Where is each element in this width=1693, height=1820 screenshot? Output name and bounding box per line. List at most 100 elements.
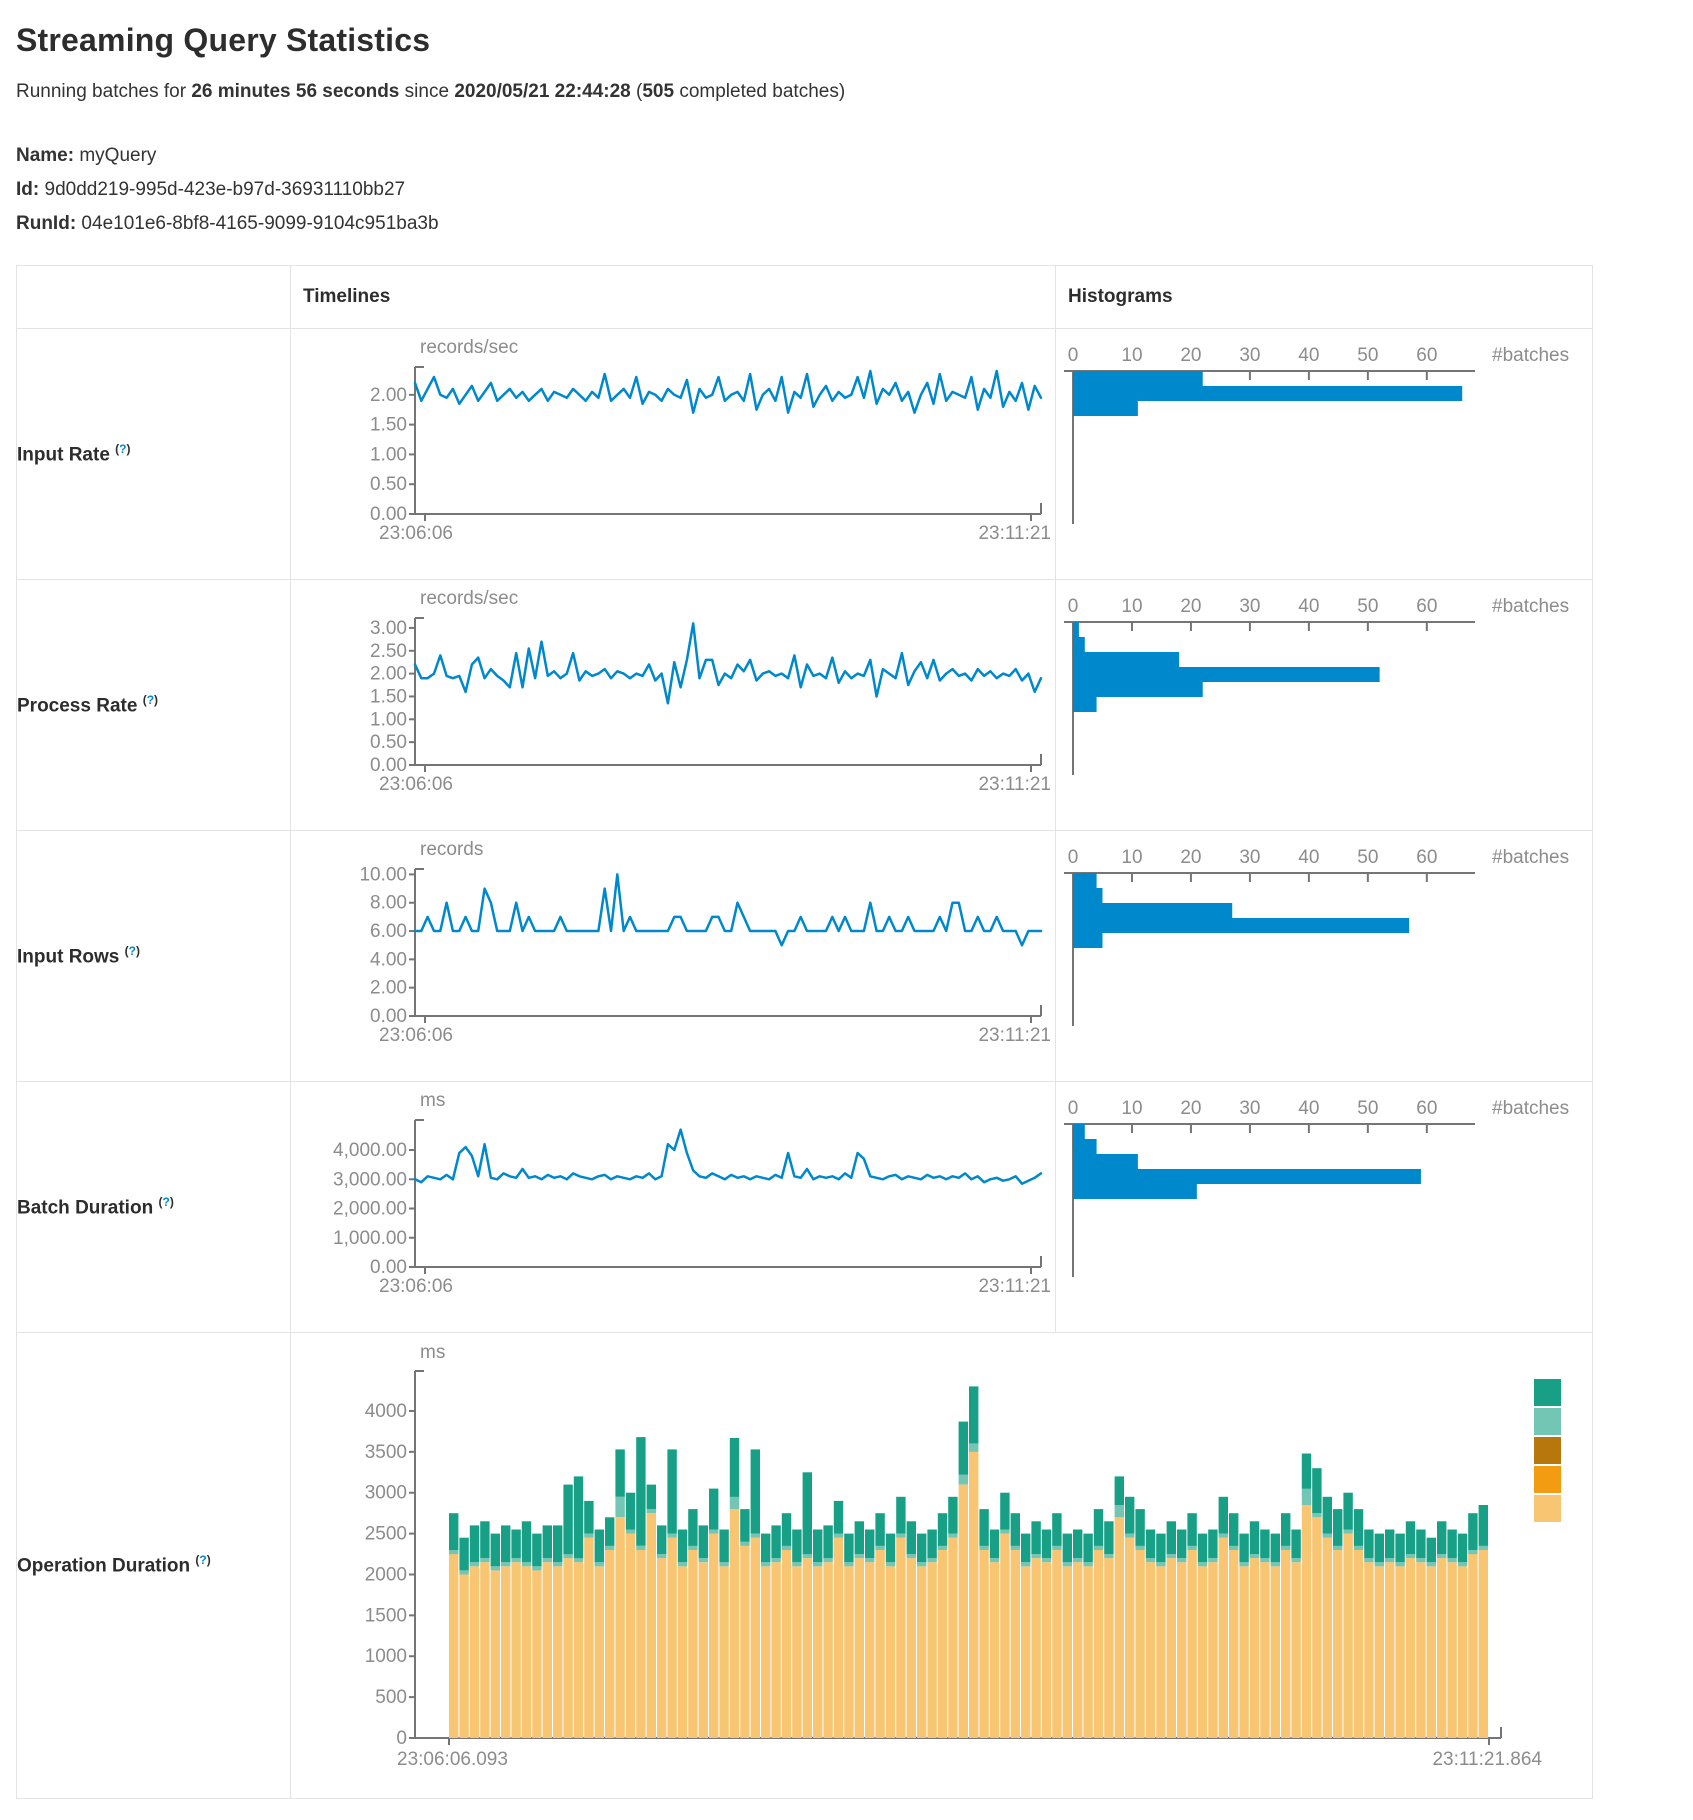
svg-text:0: 0 bbox=[1068, 345, 1079, 366]
svg-text:60: 60 bbox=[1416, 1098, 1437, 1119]
svg-text:#batches: #batches bbox=[1492, 1098, 1569, 1119]
svg-text:3,000.00: 3,000.00 bbox=[333, 1169, 407, 1190]
start-time: 2020/05/21 22:44:28 bbox=[454, 81, 631, 102]
table-row: Input Rate (?) records/sec 2.00 1.50 1.00 0.… bbox=[16, 328, 1593, 580]
svg-text:1.00: 1.00 bbox=[370, 444, 407, 465]
question-mark-icon[interactable]: ? bbox=[119, 441, 127, 456]
svg-text:50: 50 bbox=[1357, 345, 1378, 366]
question-mark-icon[interactable]: ? bbox=[162, 1194, 170, 1209]
svg-text:2.50: 2.50 bbox=[370, 641, 407, 662]
svg-text:23:06:06: 23:06:06 bbox=[379, 774, 453, 795]
svg-text:23:06:06.093: 23:06:06.093 bbox=[397, 1749, 508, 1770]
svg-text:1000: 1000 bbox=[365, 1646, 407, 1667]
query-name-value: myQuery bbox=[74, 145, 157, 166]
query-info: Name: myQuery Id: 9d0dd219-995d-423e-b97… bbox=[16, 141, 1693, 239]
svg-text:6.00: 6.00 bbox=[370, 921, 407, 942]
page-title: Streaming Query Statistics bbox=[16, 22, 431, 58]
process-rate-help-hint[interactable]: (?) bbox=[142, 692, 159, 707]
svg-text:3500: 3500 bbox=[365, 1442, 407, 1463]
table-row: Batch Duration (?) ms 4,000.00 3,000.00 2,0… bbox=[16, 1081, 1593, 1333]
svg-text:ms: ms bbox=[420, 1090, 445, 1111]
running-prefix: Running batches for bbox=[16, 81, 192, 102]
svg-text:2.00: 2.00 bbox=[370, 978, 407, 999]
svg-text:4.00: 4.00 bbox=[370, 949, 407, 970]
question-mark-icon[interactable]: ? bbox=[199, 1553, 207, 1568]
svg-text:40: 40 bbox=[1298, 847, 1319, 868]
running-summary: Running batches for 26 minutes 56 second… bbox=[16, 81, 1693, 103]
svg-text:2.00: 2.00 bbox=[370, 385, 407, 406]
svg-text:20: 20 bbox=[1180, 847, 1201, 868]
svg-text:4,000.00: 4,000.00 bbox=[333, 1140, 407, 1161]
question-mark-icon[interactable]: ? bbox=[128, 943, 137, 958]
process-rate-histogram-chart: 0 10 20 30 40 50 60 #batches bbox=[1064, 596, 1569, 775]
svg-text:3000: 3000 bbox=[365, 1483, 407, 1504]
svg-text:0.00: 0.00 bbox=[370, 1257, 407, 1278]
svg-text:1,000.00: 1,000.00 bbox=[333, 1228, 407, 1249]
batch-duration-histogram-chart: 0 10 20 30 40 50 60 #batches bbox=[1064, 1098, 1569, 1277]
statistics-table: Timelines Histograms Input Rate (?) reco… bbox=[16, 265, 1593, 1799]
svg-text:40: 40 bbox=[1298, 345, 1319, 366]
svg-text:10.00: 10.00 bbox=[359, 864, 407, 885]
svg-text:0.50: 0.50 bbox=[370, 732, 407, 753]
input-rate-help-hint[interactable]: (?) bbox=[115, 441, 131, 456]
svg-text:2500: 2500 bbox=[365, 1524, 407, 1545]
paren-open: ( bbox=[630, 81, 643, 102]
input-rows-timeline-chart: records 10.00 8.00 6.00 4.00 2.00 0.0023:06:06… bbox=[359, 839, 1051, 1046]
table-row: Input Rows (?) records 10.00 8.00 6.00 4.00 2… bbox=[16, 830, 1593, 1082]
svg-text:10: 10 bbox=[1121, 345, 1142, 366]
table-row: Operation Duration (?) ms 4000 3500 3000 250… bbox=[16, 1332, 1593, 1799]
svg-text:50: 50 bbox=[1357, 596, 1378, 617]
svg-text:records/sec: records/sec bbox=[420, 588, 518, 609]
header-histograms: Histograms bbox=[1055, 265, 1593, 329]
svg-text:records: records bbox=[420, 839, 483, 860]
running-duration: 26 minutes 56 seconds bbox=[191, 81, 400, 102]
svg-text:ms: ms bbox=[420, 1342, 445, 1363]
svg-text:0.00: 0.00 bbox=[370, 1006, 407, 1027]
query-id-label: Id: bbox=[16, 179, 40, 200]
svg-text:10: 10 bbox=[1121, 1098, 1142, 1119]
header-empty-cell bbox=[16, 265, 291, 329]
svg-text:#batches: #batches bbox=[1492, 847, 1569, 868]
svg-text:4000: 4000 bbox=[365, 1401, 407, 1422]
batch-duration-timeline-chart: ms4,000.003,000.002,000.001,000.000.0023… bbox=[333, 1090, 1051, 1297]
query-runid-line: RunId: 04e101e6-8bf8-4165-9099-9104c951b… bbox=[16, 209, 1693, 239]
svg-text:60: 60 bbox=[1416, 596, 1437, 617]
svg-text:0: 0 bbox=[1068, 847, 1079, 868]
input-rate-histogram-chart: 0 10 20 30 40 50 60 #batches bbox=[1064, 345, 1569, 524]
svg-text:30: 30 bbox=[1239, 345, 1260, 366]
query-name-line: Name: myQuery bbox=[16, 141, 1693, 171]
table-row: Process Rate (?) records/sec 3.00 2.50 2.00… bbox=[16, 579, 1593, 831]
svg-text:2.00: 2.00 bbox=[370, 664, 407, 685]
svg-text:30: 30 bbox=[1239, 847, 1260, 868]
svg-text:0: 0 bbox=[1068, 596, 1079, 617]
svg-text:1.50: 1.50 bbox=[370, 415, 407, 436]
row-label-process-rate: Process Rate (?) bbox=[16, 579, 291, 831]
query-id-line: Id: 9d0dd219-995d-423e-b97d-36931110bb27 bbox=[16, 175, 1693, 205]
svg-text:#batches: #batches bbox=[1492, 345, 1569, 366]
question-mark-icon[interactable]: ? bbox=[146, 692, 155, 707]
svg-text:2,000.00: 2,000.00 bbox=[333, 1199, 407, 1220]
svg-text:30: 30 bbox=[1239, 1098, 1260, 1119]
process-rate-timeline-chart: records/sec3.002.502.001.501.000.500.002… bbox=[370, 588, 1051, 795]
svg-text:0.00: 0.00 bbox=[370, 755, 407, 776]
svg-text:500: 500 bbox=[375, 1687, 407, 1708]
completed-batches-count: 505 bbox=[642, 81, 675, 102]
input-rows-help-hint[interactable]: (?) bbox=[124, 943, 141, 958]
batch-duration-help-hint[interactable]: (?) bbox=[158, 1194, 174, 1209]
svg-text:20: 20 bbox=[1180, 345, 1201, 366]
svg-text:50: 50 bbox=[1357, 847, 1378, 868]
svg-text:8.00: 8.00 bbox=[370, 893, 407, 914]
row-label-batch-duration: Batch Duration (?) bbox=[16, 1081, 291, 1333]
svg-text:23:11:21: 23:11:21 bbox=[978, 1025, 1051, 1046]
operation-duration-help-hint[interactable]: (?) bbox=[195, 1553, 211, 1568]
svg-text:10: 10 bbox=[1121, 847, 1142, 868]
input-rows-histogram-chart: 0 10 20 30 40 50 60 #batches bbox=[1064, 847, 1569, 1026]
svg-text:60: 60 bbox=[1416, 847, 1437, 868]
svg-text:1500: 1500 bbox=[365, 1605, 407, 1626]
svg-text:50: 50 bbox=[1357, 1098, 1378, 1119]
svg-text:0: 0 bbox=[396, 1728, 407, 1749]
svg-text:0: 0 bbox=[1068, 1098, 1079, 1119]
query-runid-label: RunId: bbox=[16, 213, 77, 234]
